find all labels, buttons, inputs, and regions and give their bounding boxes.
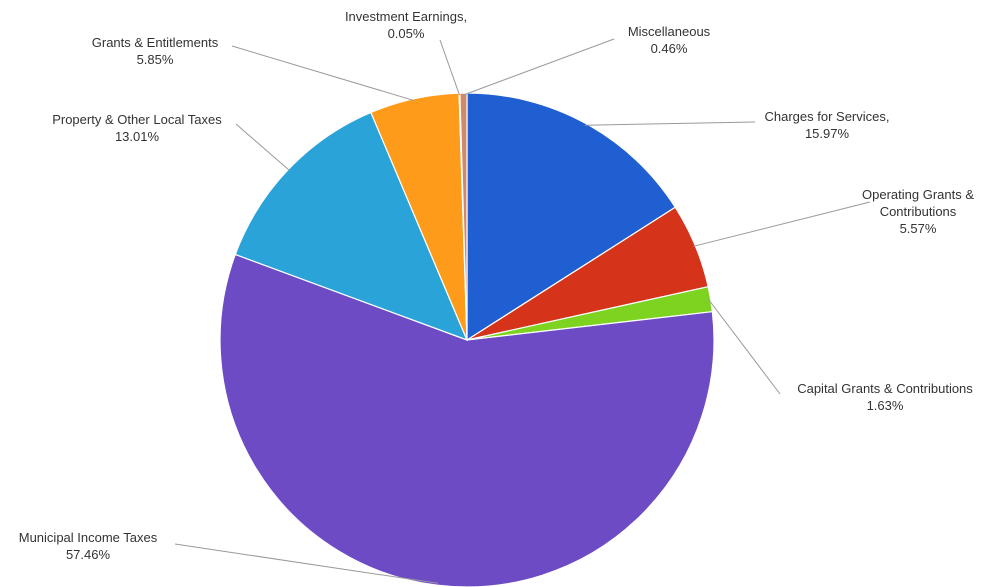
leader-line-property-and-other-local-taxes xyxy=(235,123,291,172)
slice-label-percent: 0.46% xyxy=(651,41,688,56)
slice-label-municipal-income-taxes: Municipal Income Taxes 57.46% xyxy=(19,530,158,562)
pie-slice-miscellaneous xyxy=(459,92,468,341)
slice-label-property-and-other-local-taxes: Property & Other Local Taxes 13.01% xyxy=(52,112,222,144)
leader-line-capital-grants-and-contributions xyxy=(708,299,781,395)
leader-line-miscellaneous xyxy=(463,38,615,96)
slice-labels: Charges for Services, 15.97% Operating Gra… xyxy=(19,9,975,562)
slice-label-name: Capital Grants & Contributions xyxy=(797,381,973,396)
slice-label-percent: 15.97% xyxy=(805,126,850,141)
slice-label-operating-grants-and-contributions: Operating Grants & Contributions 5.57% xyxy=(862,187,974,236)
slice-label-miscellaneous: Miscellaneous 0.46% xyxy=(628,24,711,56)
slice-label-percent: 13.01% xyxy=(115,129,160,144)
slice-label-name: Miscellaneous xyxy=(628,24,711,39)
slice-label-name: Contributions xyxy=(880,204,957,219)
leader-line-municipal-income-taxes xyxy=(174,543,438,584)
slice-label-percent: 1.63% xyxy=(867,398,904,413)
slice-label-name: Property & Other Local Taxes xyxy=(52,112,222,127)
leader-line-grants-and-entitlements xyxy=(231,45,415,102)
leader-line-charges-for-services xyxy=(584,121,756,126)
slice-label-name: Grants & Entitlements xyxy=(92,35,219,50)
slice-label-charges-for-services: Charges for Services, 15.97% xyxy=(765,109,890,141)
slice-label-percent: 5.57% xyxy=(900,221,937,236)
pie-slice-charges-for-services xyxy=(466,92,677,342)
pie-slices xyxy=(219,92,715,587)
slice-label-name: Municipal Income Taxes xyxy=(19,530,158,545)
slice-label-percent: 57.46% xyxy=(66,547,111,562)
slice-label-name: Investment Earnings, xyxy=(345,9,467,24)
slice-label-grants-and-entitlements: Grants & Entitlements 5.85% xyxy=(92,35,219,67)
pie-slice-municipal-income-taxes xyxy=(219,253,715,587)
slice-label-capital-grants-and-contributions: Capital Grants & Contributions 1.63% xyxy=(797,381,973,413)
slice-label-investment-earnings: Investment Earnings, 0.05% xyxy=(345,9,467,41)
slice-label-percent: 5.85% xyxy=(137,52,174,67)
leader-lines xyxy=(174,38,871,584)
slice-label-name: Operating Grants & xyxy=(862,187,974,202)
leader-line-investment-earnings xyxy=(439,39,460,96)
slice-label-percent: 0.05% xyxy=(388,26,425,41)
slice-label-name: Charges for Services, xyxy=(765,109,890,124)
leader-line-operating-grants-and-contributions xyxy=(693,201,871,247)
